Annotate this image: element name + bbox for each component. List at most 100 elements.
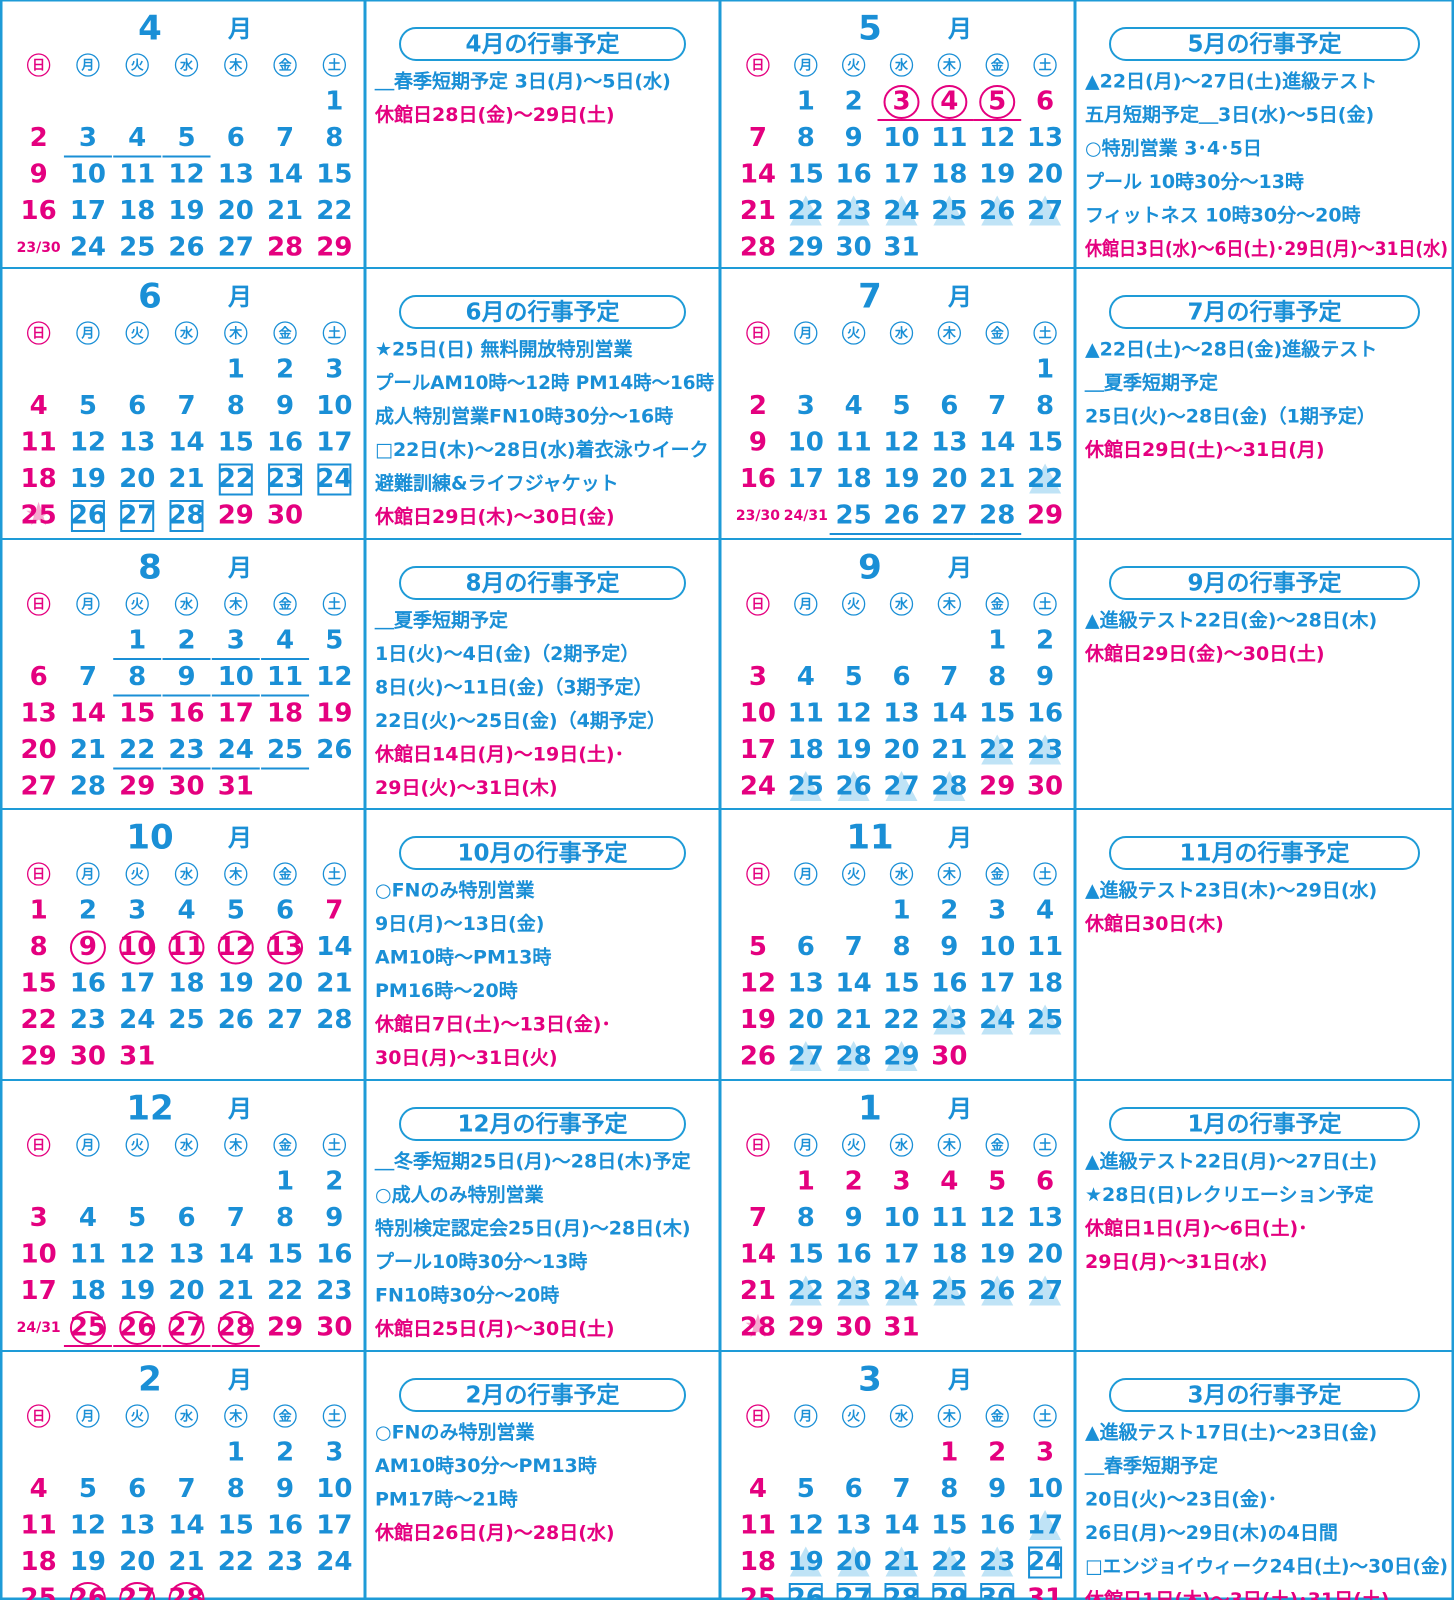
- weekday: 木: [942, 597, 957, 613]
- weekday-circle: [841, 592, 866, 616]
- month-suffix: 月: [227, 1095, 252, 1123]
- weekday: 金: [279, 597, 293, 613]
- day: 10: [979, 932, 1015, 962]
- event-title: 6月の行事予定: [465, 299, 619, 326]
- weekday: 日: [32, 1410, 45, 1425]
- day: 6: [845, 1474, 863, 1504]
- weekday-circle: [322, 592, 347, 616]
- event-line: 五月短期予定＿3日(水)～5日(金): [1085, 103, 1374, 126]
- weekday: 日: [751, 598, 764, 613]
- day: 28: [168, 501, 204, 531]
- day: 19: [740, 1005, 776, 1035]
- day: 15: [788, 1240, 824, 1270]
- weekday: 火: [847, 1139, 860, 1154]
- day: 26: [119, 1313, 155, 1343]
- test-triangle: [933, 1546, 966, 1577]
- event-title: 8月の行事予定: [465, 570, 619, 597]
- weekday-circle: [889, 862, 914, 886]
- weekday-circle: [794, 1133, 818, 1157]
- test-triangle: [885, 195, 918, 226]
- day: 30: [836, 233, 872, 263]
- day: 18: [788, 735, 824, 765]
- day: 5: [227, 896, 245, 926]
- event-line: ▲進級テスト22日(月)～27日(土): [1085, 1150, 1377, 1173]
- weekday: 月: [80, 598, 94, 613]
- test-triangle: [1029, 1004, 1062, 1035]
- day: 12: [316, 662, 352, 692]
- month-number: 8: [138, 548, 162, 588]
- day: 4: [1036, 896, 1054, 926]
- day: 8: [797, 1203, 815, 1233]
- test-triangle: [837, 1041, 870, 1071]
- event-line: 8日(火)～11日(金)（3期予定）: [375, 676, 653, 699]
- day: 12: [979, 1203, 1015, 1233]
- event-line: 休館日29日(木)～30日(金): [374, 505, 615, 528]
- day: 7: [845, 932, 863, 962]
- weekday-circle: [841, 1133, 866, 1157]
- weekday-circle: [985, 53, 1009, 77]
- weekday: 木: [942, 58, 957, 74]
- day: 20: [836, 1547, 872, 1577]
- weekday-circle: [76, 1404, 100, 1428]
- weekday-circle: [224, 1133, 248, 1157]
- weekday-circle: [224, 321, 248, 345]
- day: 17: [21, 1276, 57, 1306]
- day: 4: [797, 662, 815, 692]
- weekday-circle: [76, 1133, 100, 1157]
- day: 23: [316, 1276, 352, 1306]
- day: 1: [797, 1167, 815, 1197]
- event-line: AM10時30分～PM13時: [375, 1455, 597, 1477]
- event-title: 10月の行事予定: [457, 840, 627, 867]
- day: 15: [1027, 428, 1063, 458]
- event-line: 1日(火)～4日(金)（2期予定）: [375, 642, 639, 665]
- test-triangle: [981, 195, 1014, 226]
- day: 16: [740, 464, 776, 494]
- weekday: 日: [32, 1139, 45, 1154]
- day: 26: [218, 1005, 254, 1035]
- weekday: 水: [894, 1409, 909, 1425]
- test-triangle: [981, 734, 1014, 765]
- day: 2: [30, 123, 48, 153]
- event-line: 休館日7日(土)～13日(金)･: [374, 1013, 611, 1036]
- day: 25: [931, 196, 967, 226]
- day: 9: [845, 123, 863, 153]
- event-line: 29日(月)～31日(水): [1085, 1251, 1268, 1273]
- day: 25: [931, 1276, 967, 1306]
- weekday-circle: [746, 1404, 770, 1428]
- day: 12: [740, 969, 776, 999]
- day: 1: [892, 896, 910, 926]
- event-line: 29日(火)～31日(木): [375, 776, 558, 799]
- day: 28: [836, 1042, 872, 1072]
- day: 27: [267, 1005, 303, 1035]
- day: 18: [70, 1276, 106, 1306]
- day: 3: [749, 662, 767, 692]
- day: 2: [79, 896, 97, 926]
- event-line: ▲進級テスト23日(木)～29日(水): [1085, 879, 1377, 902]
- event-title: 11月の行事予定: [1179, 840, 1349, 867]
- day: 5: [845, 662, 863, 692]
- weekday: 水: [894, 58, 909, 74]
- day: 13: [1027, 123, 1063, 153]
- weekday: 日: [32, 59, 45, 74]
- day: 26: [979, 1276, 1015, 1306]
- weekday: 木: [942, 1409, 957, 1425]
- day: 30: [1027, 772, 1063, 802]
- weekday: 火: [131, 868, 144, 883]
- day: 8: [797, 123, 815, 153]
- event-title: 2月の行事予定: [465, 1382, 619, 1409]
- event-line: 休館日28日(金)～29日(土): [374, 103, 615, 126]
- day: 21: [168, 1547, 204, 1577]
- day: 7: [177, 391, 195, 421]
- day: 17: [1027, 1511, 1063, 1541]
- day: 14: [883, 1511, 919, 1541]
- event-line: 26日(月)～29日(木)の4日間: [1085, 1521, 1338, 1544]
- box-mark: [1028, 1546, 1063, 1579]
- day: 22: [931, 1547, 967, 1577]
- test-triangle: [885, 1546, 918, 1577]
- weekday-circle: [794, 592, 818, 616]
- day: 11: [21, 1511, 57, 1541]
- day: 1: [227, 1438, 245, 1468]
- day: 16: [21, 196, 57, 226]
- day: 18: [740, 1547, 776, 1577]
- event-line: ＿夏季短期予定: [374, 609, 508, 632]
